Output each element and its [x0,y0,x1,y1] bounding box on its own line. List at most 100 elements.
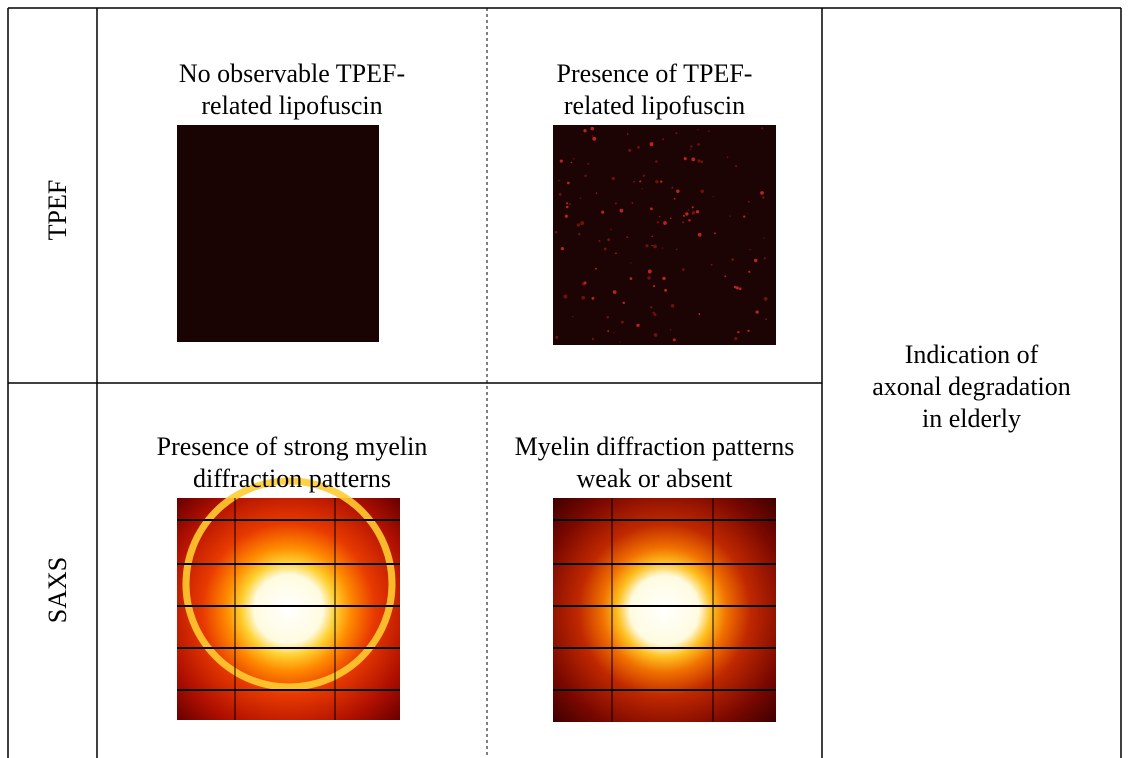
speckle [695,210,700,214]
speckle [655,160,658,163]
speckle [762,196,765,199]
speckle [656,221,659,224]
speckle [591,296,595,300]
speckle [669,217,672,219]
speckle [606,315,610,319]
speckle [554,231,558,234]
speckle [651,235,653,238]
row-label: TPEF [43,179,72,241]
speckle [697,159,701,163]
speckle [765,318,768,321]
speckle [645,244,649,248]
speckle [691,157,696,162]
speckle [690,145,693,148]
speckle [641,188,643,190]
speckle [560,247,564,251]
speckle [647,276,651,280]
speckle [660,180,663,183]
speckle [610,228,612,231]
speckle [637,146,640,149]
speckle [583,129,587,133]
speckle [620,320,624,324]
saxs-image-weak [553,498,776,722]
speckle [726,156,729,159]
conclusion: Indication of axonal degradation in elde… [872,340,1071,433]
speckle [615,252,617,255]
speckle [761,127,764,130]
speckle [584,174,587,178]
speckle [650,207,653,211]
speckle [687,209,690,211]
speckle [631,202,634,204]
speckle [567,181,570,185]
speckle [601,210,605,214]
speckle [591,337,595,341]
speckle [747,329,750,333]
speckle [565,205,569,209]
table-lines [7,7,1122,758]
speckle [563,294,568,299]
speckle [663,221,667,225]
speckle [738,287,742,291]
speckle [691,206,694,209]
speckle [682,214,685,217]
row-label: SAXS [43,556,72,624]
speckle [672,338,676,342]
speckle [655,180,659,184]
speckle [734,337,738,341]
speckle [731,258,735,261]
speckle [685,212,689,216]
speckle [662,276,666,281]
speckle [682,221,684,224]
speckle [619,208,624,213]
speckle [763,297,768,301]
speckle [662,138,665,141]
speckle [652,285,656,288]
speckle [743,215,746,218]
speckle [570,161,573,164]
speckle [697,129,699,131]
speckle [590,126,595,131]
tpef-image-absent [177,125,379,342]
speckle [649,306,653,309]
cell-caption: Presence of strong myelin diffraction pa… [156,432,428,493]
speckle [669,329,672,331]
speckle [671,186,674,189]
speckle [581,295,586,300]
speckle [714,232,716,235]
speckle [612,290,617,294]
speckle [607,238,611,242]
speckle [595,192,598,194]
speckle [558,179,560,182]
speckle [594,267,597,270]
speckle [559,159,563,163]
tpef-speckles [554,126,768,343]
speckle [639,180,642,183]
speckle [607,330,610,332]
speckle [627,133,629,135]
speckle [675,248,678,251]
speckle [683,157,687,161]
cell-caption: No observable TPEF- related lipofuscin [178,59,406,120]
speckle [633,180,636,183]
speckle [735,286,739,290]
speckle [651,244,653,247]
speckle [613,332,615,334]
speckle [630,262,632,264]
speckle [748,270,751,273]
speckle [697,143,700,146]
speckle [763,257,766,260]
speckle [675,132,678,135]
speckle [737,330,740,334]
speckle [619,341,621,343]
speckle [710,263,713,266]
speckle [653,333,658,337]
speckle [578,233,581,236]
speckle [611,177,615,181]
cell-caption: Myelin diffraction patterns weak or abse… [514,432,795,493]
speckle [591,135,594,137]
speckle [659,216,661,218]
speckle [664,288,668,292]
speckle [642,174,646,177]
